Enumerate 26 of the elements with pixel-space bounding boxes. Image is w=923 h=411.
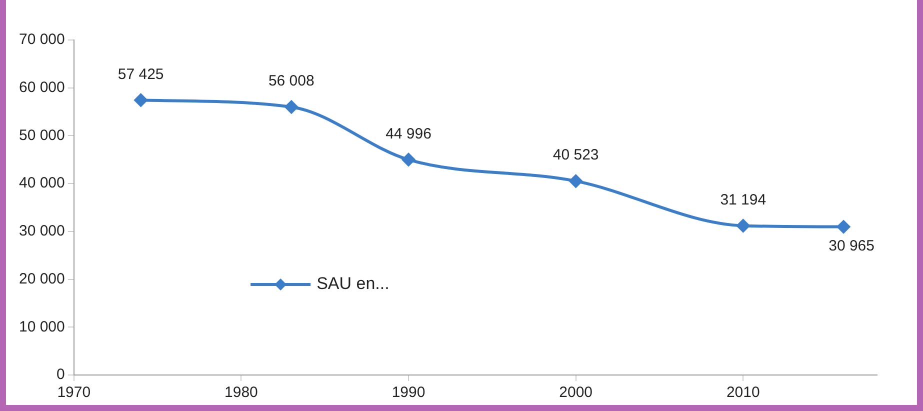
point bbox=[134, 94, 148, 107]
x-tick-label: 1980 bbox=[224, 384, 258, 402]
y-tick-label: 50 000 bbox=[18, 126, 65, 144]
x-tick-label: 2000 bbox=[559, 384, 593, 402]
y-tick-label: 20 000 bbox=[18, 270, 65, 288]
point bbox=[402, 153, 416, 166]
point bbox=[569, 174, 582, 188]
y-tick-label: 0 bbox=[56, 366, 65, 384]
x-tick-label: 2010 bbox=[726, 384, 760, 402]
y-tick-label: 30 000 bbox=[18, 222, 65, 240]
x-tick-label: 1990 bbox=[392, 384, 426, 402]
text: 40 523 bbox=[552, 146, 599, 164]
point bbox=[284, 100, 298, 114]
text: 56 008 bbox=[268, 72, 314, 90]
x-tick-label: 1970 bbox=[57, 384, 91, 402]
point bbox=[736, 219, 750, 232]
y-tick-label: 10 000 bbox=[18, 318, 65, 336]
y-tick-label: 40 000 bbox=[18, 174, 65, 192]
point bbox=[837, 220, 850, 234]
y-tick-label: 70 000 bbox=[18, 31, 65, 48]
y-tick-label: 60 000 bbox=[18, 79, 65, 96]
text: 57 425 bbox=[118, 66, 164, 83]
legend-label: SAU en... bbox=[316, 274, 390, 294]
text: 31 194 bbox=[720, 191, 766, 208]
text: 30 965 bbox=[828, 237, 874, 254]
text: 44 996 bbox=[386, 125, 432, 142]
